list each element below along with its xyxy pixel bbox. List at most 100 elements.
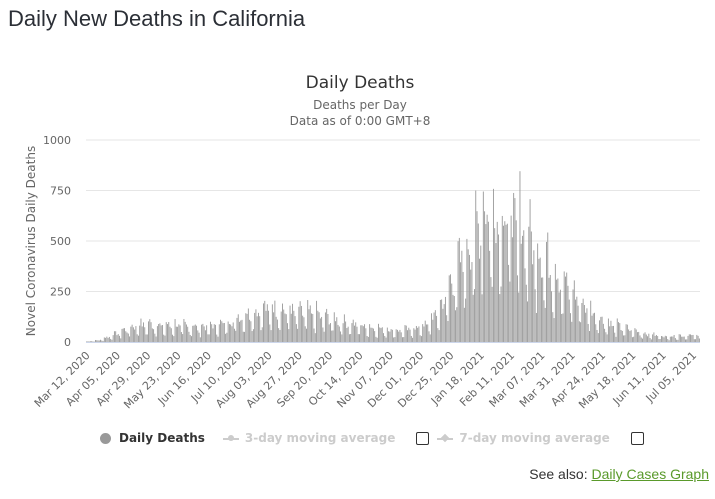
bar[interactable] [287,323,288,342]
bar[interactable] [549,275,551,342]
bar[interactable] [586,308,588,342]
bar[interactable] [600,316,602,342]
bar[interactable] [506,223,508,342]
bar[interactable] [624,335,626,342]
bar[interactable] [530,231,532,342]
bar[interactable] [192,325,194,342]
bar[interactable] [552,312,554,342]
bar[interactable] [303,317,305,342]
bar[interactable] [619,323,621,342]
bar[interactable] [129,336,131,342]
bar[interactable] [175,326,177,342]
bar[interactable] [367,336,369,342]
bar[interactable] [525,284,527,342]
bar[interactable] [697,335,699,342]
bar[interactable] [276,319,278,342]
bar[interactable] [198,332,200,342]
bar[interactable] [355,322,357,342]
bar[interactable] [613,325,614,342]
bar[interactable] [351,323,353,342]
bar[interactable] [366,336,368,342]
bar[interactable] [467,249,469,342]
bar[interactable] [111,339,113,342]
bar[interactable] [306,328,307,342]
bar[interactable] [640,337,642,342]
bar[interactable] [686,339,688,342]
bar[interactable] [330,323,331,342]
bar[interactable] [178,324,180,342]
bar[interactable] [431,313,432,342]
bar[interactable] [151,328,153,342]
bar[interactable] [197,330,199,342]
bar[interactable] [678,334,680,342]
bar[interactable] [122,328,124,342]
bar[interactable] [696,334,698,342]
bar[interactable] [508,264,510,342]
bar[interactable] [124,328,125,342]
bar[interactable] [103,337,105,342]
bar[interactable] [643,333,645,342]
bar[interactable] [127,333,129,342]
bar[interactable] [677,339,679,342]
bar[interactable] [312,313,314,342]
bar[interactable] [331,330,333,342]
bar[interactable] [294,316,296,342]
bar[interactable] [542,277,544,342]
bar[interactable] [414,329,416,342]
bar[interactable] [371,327,373,342]
legend-item-3-day-average[interactable]: 3-day moving average [222,431,395,445]
bar[interactable] [626,324,628,342]
bar[interactable] [618,322,619,342]
bar[interactable] [299,301,301,342]
bar[interactable] [674,338,676,342]
bar[interactable] [280,311,282,342]
bar[interactable] [563,271,565,342]
bar[interactable] [164,335,166,342]
bar[interactable] [196,325,198,342]
bar[interactable] [143,322,144,342]
bar[interactable] [361,325,363,342]
bar[interactable] [682,336,684,342]
bar[interactable] [266,304,268,342]
bar[interactable] [532,264,534,342]
bar[interactable] [289,305,291,342]
bar[interactable] [141,326,143,342]
bar[interactable] [354,325,355,342]
bar[interactable] [561,314,563,342]
bar[interactable] [249,319,251,342]
bar[interactable] [218,324,220,342]
bar[interactable] [297,328,299,342]
bar[interactable] [319,318,321,342]
bar[interactable] [168,322,170,342]
bar[interactable] [540,277,542,342]
bar[interactable] [295,324,297,342]
bar[interactable] [230,324,232,342]
bar[interactable] [423,326,425,342]
bar[interactable] [360,325,362,342]
bar[interactable] [391,329,393,342]
bar[interactable] [547,232,549,342]
bar[interactable] [572,289,574,342]
bar[interactable] [427,324,429,342]
bar[interactable] [155,336,157,342]
bar[interactable] [490,277,492,342]
bar[interactable] [101,340,103,342]
bar[interactable] [451,283,453,342]
bar[interactable] [648,333,650,342]
bar[interactable] [537,243,539,342]
bar[interactable] [383,333,384,342]
bar[interactable] [160,325,162,342]
bar[interactable] [278,328,280,342]
bar[interactable] [472,294,474,342]
bar[interactable] [116,335,118,342]
bar[interactable] [476,211,478,342]
bar[interactable] [217,336,219,342]
bar[interactable] [485,224,487,342]
bar[interactable] [314,333,316,342]
bar[interactable] [255,309,257,342]
bar[interactable] [418,326,420,342]
bar[interactable] [251,331,253,342]
bar[interactable] [688,334,690,342]
bar[interactable] [158,324,160,342]
bar[interactable] [220,319,222,342]
